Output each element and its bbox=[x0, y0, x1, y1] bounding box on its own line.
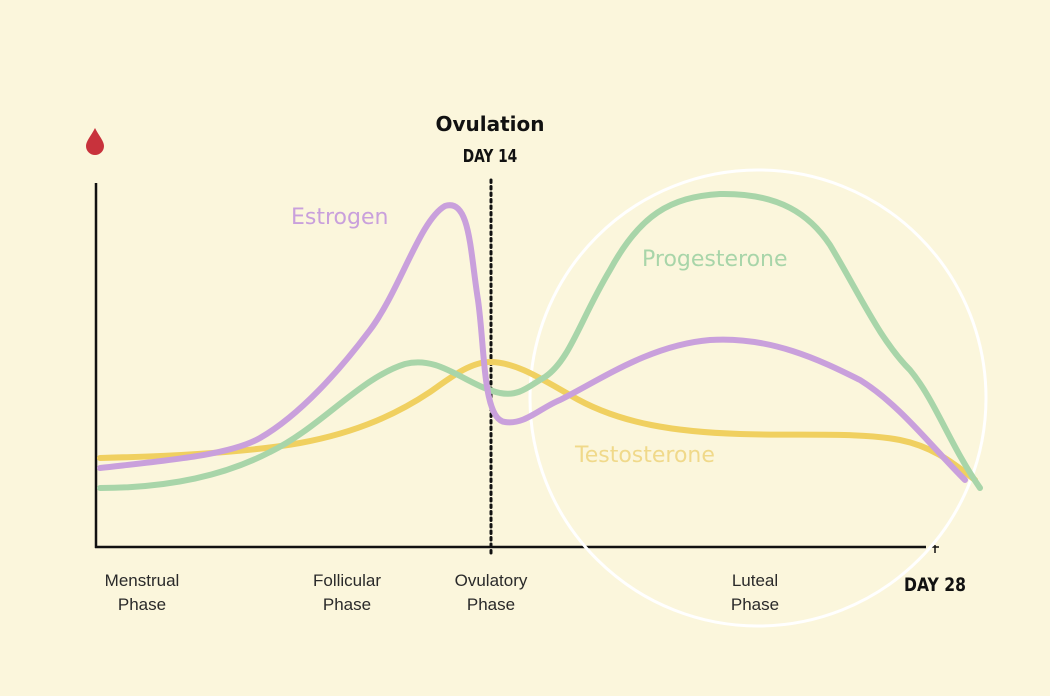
day-14-label: DAY 14 bbox=[462, 146, 518, 167]
estrogen-line bbox=[97, 202, 968, 483]
phase-follicular: Follicular Phase bbox=[312, 571, 382, 614]
phase-luteal: Luteal Phase bbox=[730, 571, 780, 614]
progesterone-line bbox=[97, 190, 983, 491]
testosterone-label: Testosterone bbox=[575, 443, 715, 468]
testosterone-line bbox=[97, 358, 978, 483]
luteal-highlight-circle bbox=[528, 168, 988, 628]
estrogen-label: Estrogen bbox=[291, 205, 389, 230]
day-28-label: DAY 28 bbox=[904, 574, 966, 596]
ovulation-title: Ovulation bbox=[435, 112, 545, 136]
phase-menstrual: Menstrual Phase bbox=[104, 571, 180, 614]
progesterone-label: Progesterone bbox=[642, 247, 788, 272]
phase-ovulatory: Ovulatory Phase bbox=[454, 571, 528, 614]
blood-drop-icon bbox=[86, 128, 104, 155]
